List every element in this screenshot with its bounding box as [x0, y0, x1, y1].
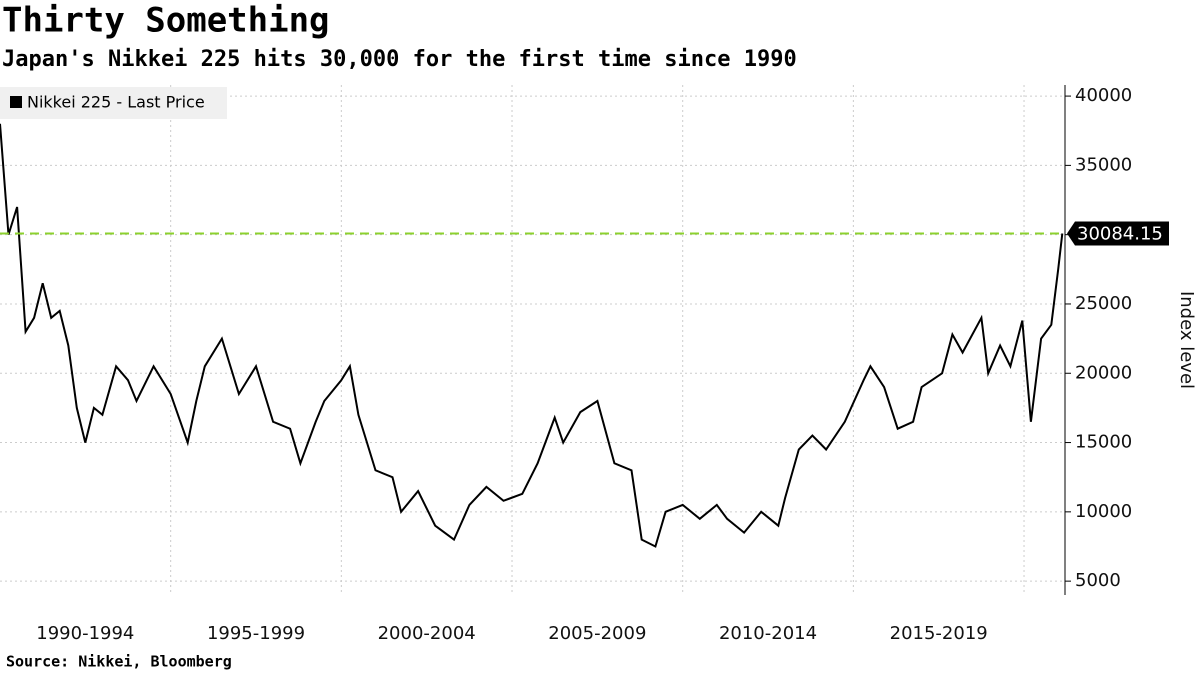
- y-tick-label: 25000: [1075, 293, 1132, 314]
- y-tick-label: 5000: [1075, 570, 1121, 591]
- chart-subtitle: Japan's Nikkei 225 hits 30,000 for the f…: [2, 47, 797, 72]
- y-tick-label: 35000: [1075, 154, 1132, 175]
- x-tick-label: 2005-2009: [548, 623, 646, 644]
- line: [0, 123, 1064, 548]
- y-tick-label: 20000: [1075, 362, 1132, 383]
- x-tick-label: 1995-1999: [207, 623, 305, 644]
- x-tick-label: 2000-2004: [378, 623, 476, 644]
- legend-swatch: [10, 96, 22, 108]
- value-flag: [1067, 221, 1169, 246]
- legend-label: Nikkei 225 - Last Price: [27, 93, 205, 112]
- source: Source: Nikkei, Bloomberg: [6, 653, 232, 671]
- y-tick-label: 10000: [1075, 501, 1132, 522]
- y-tick-label: 40000: [1075, 85, 1132, 106]
- x-tick-label: 2015-2019: [890, 623, 988, 644]
- legend-box: [0, 87, 227, 119]
- last-value-label: 30084.15: [1077, 224, 1163, 245]
- x-tick-label: 1990-1994: [36, 623, 134, 644]
- x-tick-label: 2010-2014: [719, 623, 817, 644]
- chart-title: Thirty Something: [2, 1, 330, 41]
- y-axis-label: Index level: [1176, 291, 1197, 389]
- y-tick-label: 15000: [1075, 432, 1132, 453]
